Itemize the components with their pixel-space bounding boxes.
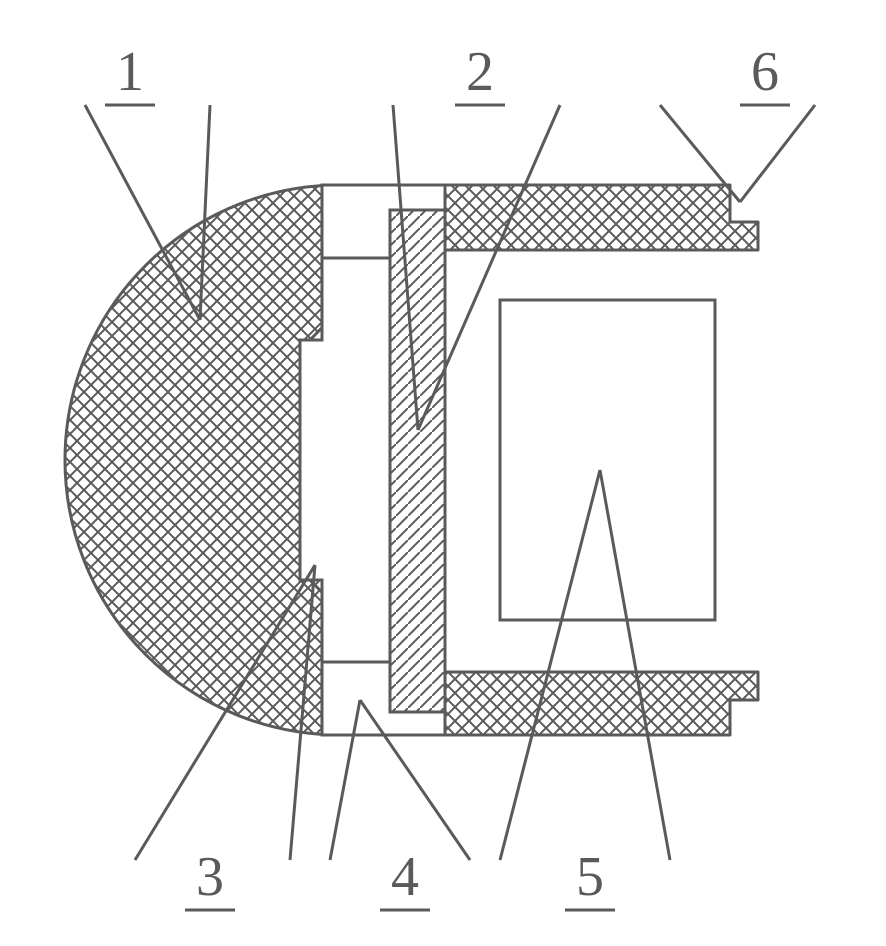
core-box	[500, 300, 715, 620]
pointer-6-b	[740, 105, 815, 202]
insert-crosssection	[390, 210, 445, 712]
label-6: 6	[751, 41, 779, 103]
label-3: 3	[196, 846, 224, 908]
label-1: 1	[116, 41, 144, 103]
label-4: 4	[391, 846, 419, 908]
label-2: 2	[466, 41, 494, 103]
label-5: 5	[576, 846, 604, 908]
